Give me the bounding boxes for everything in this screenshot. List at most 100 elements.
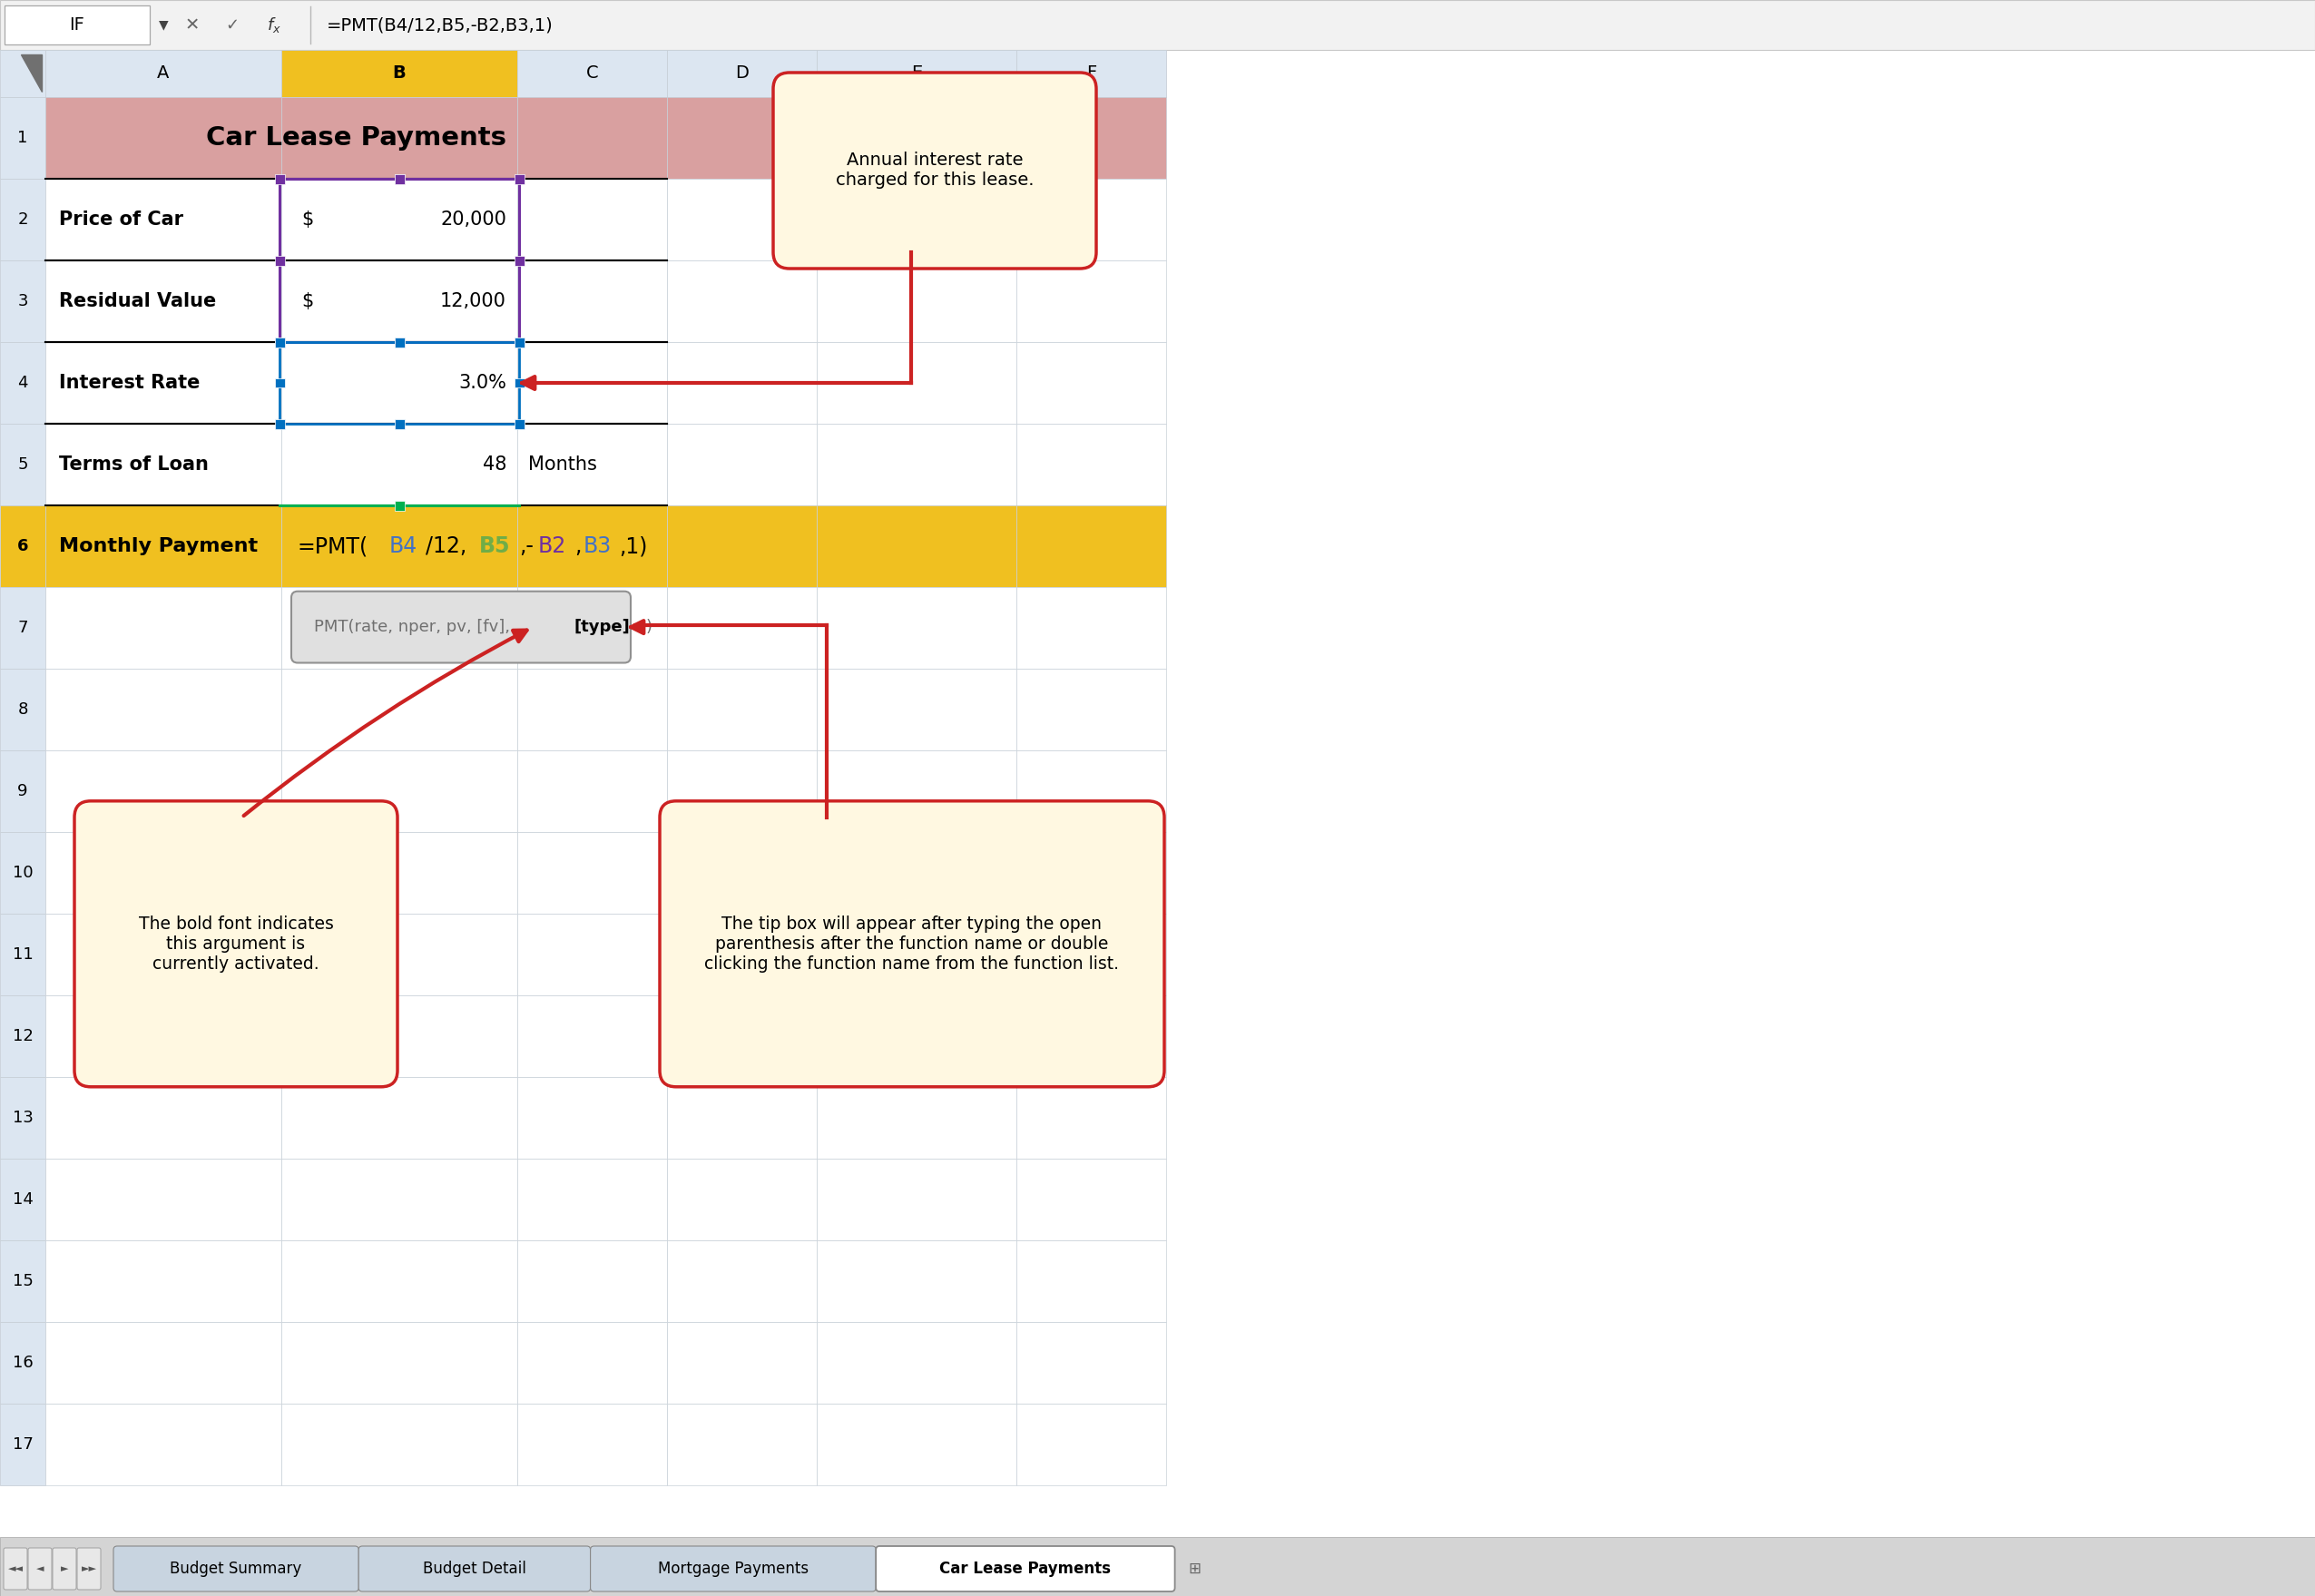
FancyBboxPatch shape — [667, 913, 817, 996]
FancyBboxPatch shape — [667, 1159, 817, 1240]
FancyBboxPatch shape — [46, 49, 282, 97]
FancyBboxPatch shape — [0, 260, 46, 342]
FancyBboxPatch shape — [514, 337, 523, 346]
FancyBboxPatch shape — [516, 49, 667, 97]
FancyBboxPatch shape — [516, 260, 667, 342]
FancyBboxPatch shape — [394, 174, 405, 184]
FancyBboxPatch shape — [275, 255, 285, 265]
FancyBboxPatch shape — [817, 996, 1016, 1077]
FancyBboxPatch shape — [282, 1321, 516, 1403]
FancyBboxPatch shape — [514, 174, 523, 184]
Text: ✓: ✓ — [225, 18, 238, 34]
FancyBboxPatch shape — [46, 1321, 282, 1403]
Text: ►►: ►► — [81, 1564, 97, 1574]
FancyBboxPatch shape — [0, 1321, 46, 1403]
FancyBboxPatch shape — [667, 97, 817, 179]
FancyBboxPatch shape — [817, 260, 1016, 342]
Text: 2: 2 — [19, 211, 28, 228]
FancyBboxPatch shape — [667, 1321, 817, 1403]
FancyBboxPatch shape — [282, 97, 516, 179]
FancyBboxPatch shape — [590, 1547, 875, 1591]
FancyBboxPatch shape — [1016, 913, 1167, 996]
Text: 16: 16 — [12, 1355, 32, 1371]
Text: ,: , — [574, 535, 581, 557]
FancyBboxPatch shape — [74, 801, 398, 1087]
FancyBboxPatch shape — [875, 1547, 1174, 1591]
FancyBboxPatch shape — [1016, 342, 1167, 423]
FancyBboxPatch shape — [667, 506, 817, 587]
Text: ,-: ,- — [519, 535, 532, 557]
FancyBboxPatch shape — [667, 587, 817, 669]
FancyBboxPatch shape — [282, 506, 516, 587]
Text: [type]: [type] — [574, 619, 630, 635]
FancyBboxPatch shape — [516, 913, 667, 996]
FancyBboxPatch shape — [667, 832, 817, 913]
FancyBboxPatch shape — [1016, 179, 1167, 260]
Text: 6: 6 — [16, 538, 28, 554]
FancyBboxPatch shape — [0, 342, 46, 423]
FancyBboxPatch shape — [817, 97, 1016, 179]
FancyBboxPatch shape — [359, 1547, 590, 1591]
FancyBboxPatch shape — [275, 337, 285, 346]
Text: ⊞: ⊞ — [1188, 1561, 1201, 1577]
FancyBboxPatch shape — [516, 423, 667, 506]
FancyBboxPatch shape — [282, 179, 516, 260]
FancyBboxPatch shape — [667, 669, 817, 750]
Text: Mortgage Payments: Mortgage Payments — [657, 1561, 808, 1577]
Text: 48: 48 — [482, 455, 507, 474]
FancyBboxPatch shape — [667, 996, 817, 1077]
Text: Budget Detail: Budget Detail — [424, 1561, 526, 1577]
FancyBboxPatch shape — [1016, 97, 1167, 179]
FancyBboxPatch shape — [282, 260, 516, 342]
FancyBboxPatch shape — [5, 5, 150, 45]
FancyBboxPatch shape — [514, 337, 523, 346]
FancyBboxPatch shape — [817, 1403, 1016, 1486]
FancyBboxPatch shape — [817, 1077, 1016, 1159]
FancyBboxPatch shape — [46, 342, 282, 423]
FancyBboxPatch shape — [817, 1240, 1016, 1321]
FancyBboxPatch shape — [516, 996, 667, 1077]
Text: ◄: ◄ — [37, 1564, 44, 1574]
Text: 3.0%: 3.0% — [458, 373, 507, 393]
Text: IF: IF — [69, 16, 86, 34]
FancyBboxPatch shape — [817, 913, 1016, 996]
Text: F: F — [1086, 65, 1097, 81]
Text: Annual interest rate
charged for this lease.: Annual interest rate charged for this le… — [836, 152, 1035, 190]
FancyBboxPatch shape — [46, 1240, 282, 1321]
Text: 10: 10 — [12, 865, 32, 881]
Text: 14: 14 — [12, 1191, 32, 1208]
FancyBboxPatch shape — [660, 801, 1164, 1087]
Text: Monthly Payment: Monthly Payment — [58, 538, 257, 555]
FancyBboxPatch shape — [0, 49, 46, 97]
Text: $: $ — [301, 292, 313, 310]
FancyBboxPatch shape — [516, 1240, 667, 1321]
FancyBboxPatch shape — [1016, 1240, 1167, 1321]
FancyBboxPatch shape — [667, 342, 817, 423]
Text: 3: 3 — [19, 294, 28, 310]
FancyBboxPatch shape — [667, 1240, 817, 1321]
FancyBboxPatch shape — [46, 1077, 282, 1159]
FancyBboxPatch shape — [514, 418, 523, 429]
Text: Interest Rate: Interest Rate — [58, 373, 199, 393]
FancyBboxPatch shape — [282, 1077, 516, 1159]
FancyBboxPatch shape — [817, 1321, 1016, 1403]
FancyBboxPatch shape — [1016, 423, 1167, 506]
FancyBboxPatch shape — [46, 97, 282, 179]
FancyBboxPatch shape — [275, 337, 285, 346]
FancyBboxPatch shape — [46, 179, 282, 260]
FancyBboxPatch shape — [46, 587, 282, 669]
Text: /12,: /12, — [426, 535, 468, 557]
Text: The bold font indicates
this argument is
currently activated.: The bold font indicates this argument is… — [139, 916, 333, 972]
FancyBboxPatch shape — [0, 506, 46, 587]
Text: $: $ — [301, 211, 313, 228]
FancyBboxPatch shape — [514, 255, 523, 265]
FancyBboxPatch shape — [394, 337, 405, 346]
Text: 5: 5 — [19, 456, 28, 472]
Text: 15: 15 — [12, 1274, 32, 1290]
FancyBboxPatch shape — [1016, 260, 1167, 342]
FancyBboxPatch shape — [282, 1240, 516, 1321]
FancyBboxPatch shape — [46, 832, 282, 913]
FancyBboxPatch shape — [1016, 587, 1167, 669]
Text: B: B — [394, 65, 405, 81]
Text: E: E — [912, 65, 921, 81]
